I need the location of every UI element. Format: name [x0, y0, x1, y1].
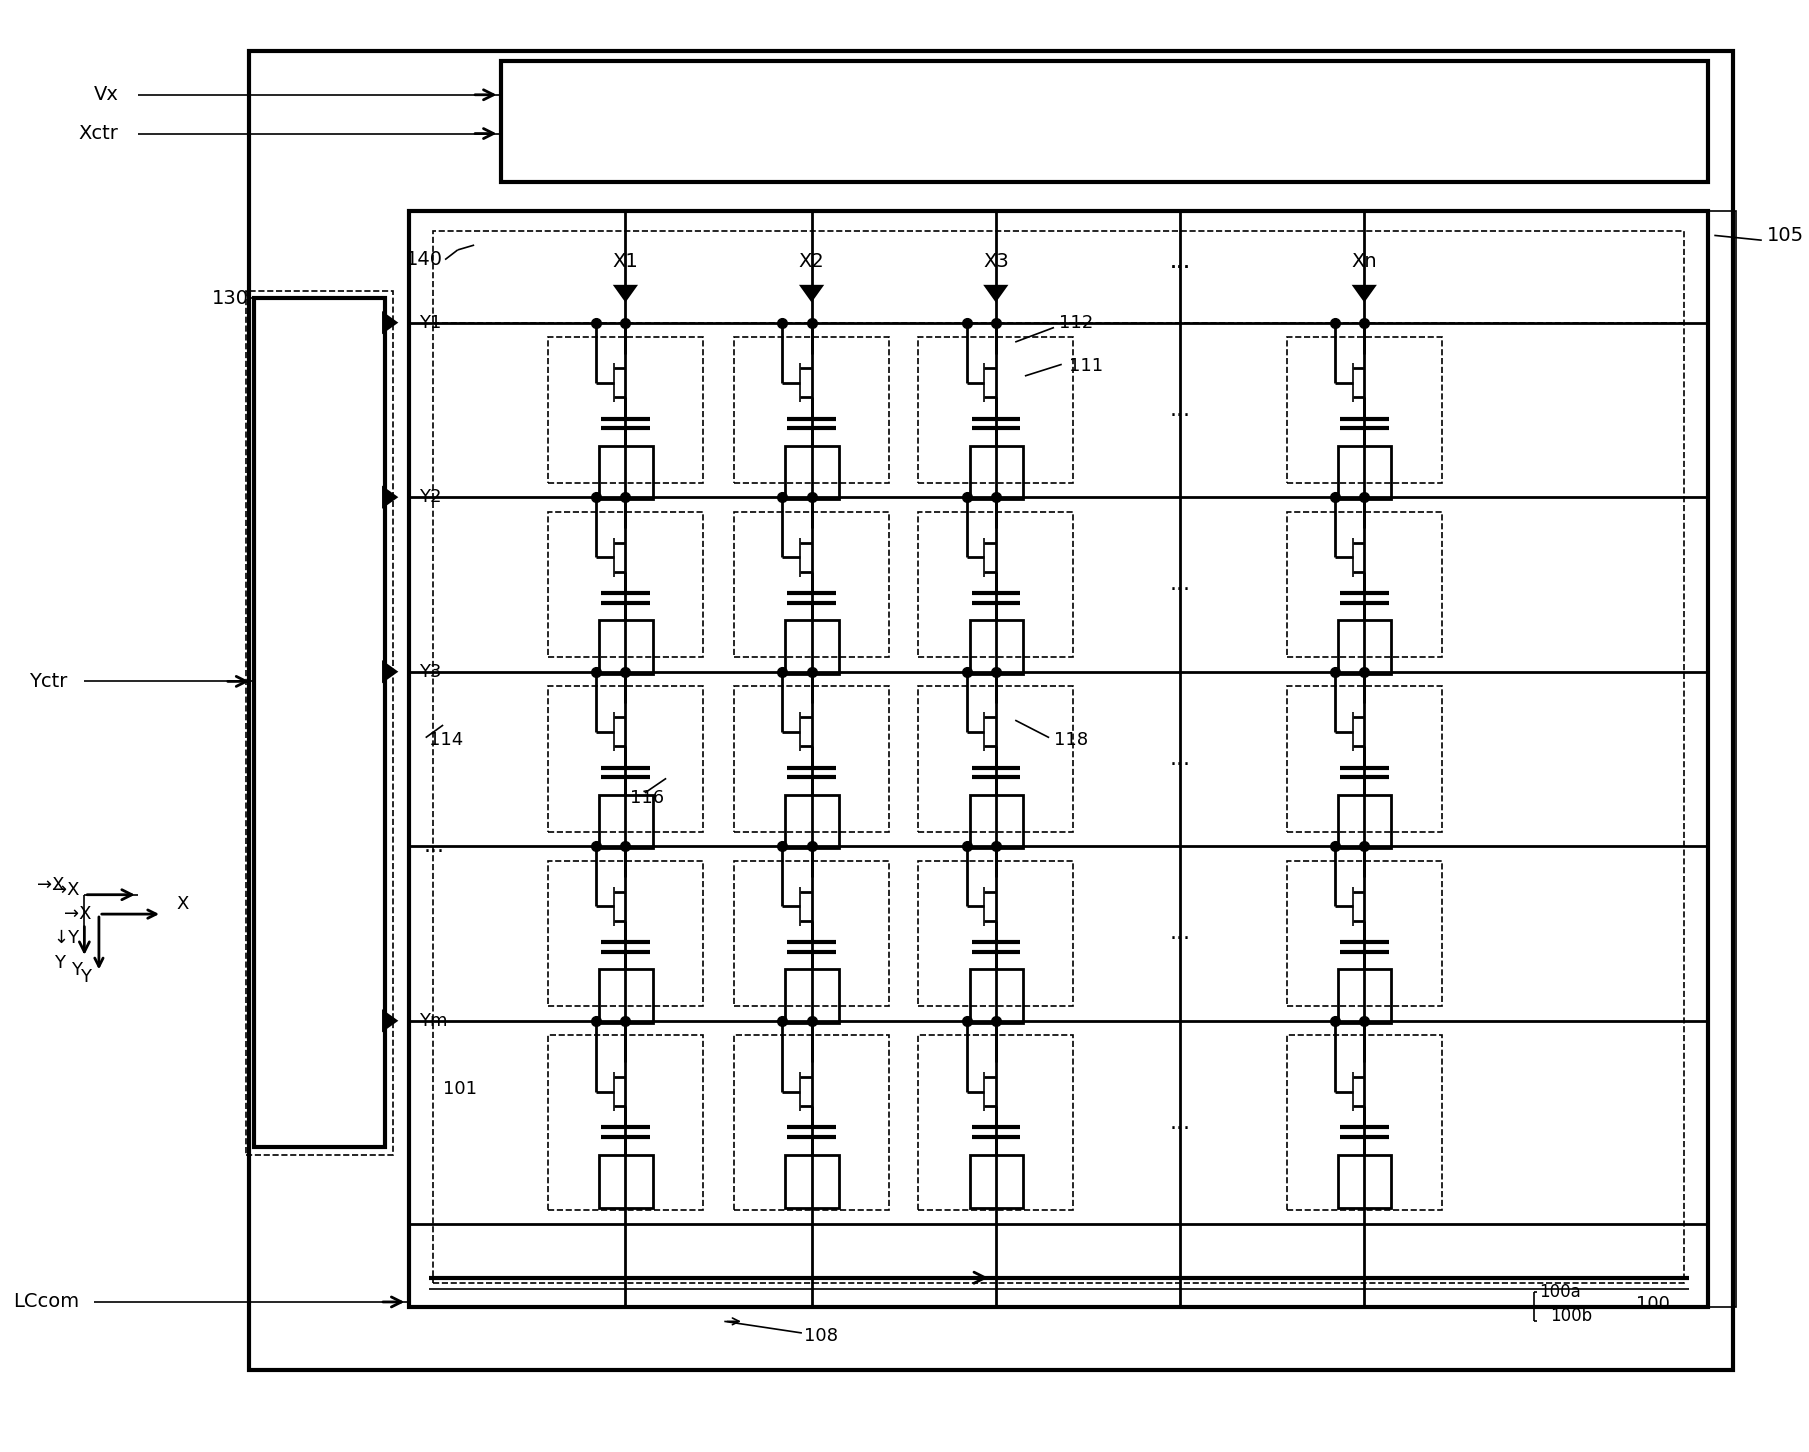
- Bar: [785, 1154, 839, 1208]
- Bar: [785, 970, 839, 1022]
- Text: 100a: 100a: [1539, 1284, 1581, 1301]
- Polygon shape: [613, 285, 639, 302]
- Bar: [734, 861, 890, 1006]
- Text: ↓Y: ↓Y: [54, 929, 80, 947]
- Text: Y: Y: [54, 954, 65, 971]
- Text: Xctr: Xctr: [78, 123, 118, 144]
- Text: ...: ...: [1170, 399, 1190, 420]
- Bar: [253, 299, 385, 1147]
- Text: ...: ...: [1170, 251, 1190, 272]
- Text: DATA LINE DRIVING CIRCUIT: DATA LINE DRIVING CIRCUIT: [886, 109, 1322, 136]
- Text: 101: 101: [443, 1080, 478, 1098]
- Bar: [1339, 446, 1391, 499]
- Bar: [919, 511, 1073, 658]
- Bar: [1286, 1035, 1442, 1210]
- Text: 140: 140: [407, 250, 443, 269]
- Text: Y3: Y3: [420, 662, 441, 681]
- Text: X3: X3: [982, 253, 1009, 272]
- Text: ...: ...: [1170, 923, 1190, 944]
- Text: ...: ...: [423, 836, 445, 857]
- Text: Y: Y: [71, 961, 83, 979]
- Text: Yctr: Yctr: [29, 672, 67, 691]
- Text: 100b: 100b: [1550, 1307, 1592, 1326]
- Polygon shape: [382, 485, 398, 508]
- Bar: [548, 861, 704, 1006]
- Text: ...: ...: [1170, 575, 1190, 594]
- Text: 118: 118: [1055, 730, 1089, 749]
- Bar: [1286, 511, 1442, 658]
- Text: 114: 114: [429, 730, 463, 749]
- Bar: [599, 620, 653, 674]
- Bar: [599, 1154, 653, 1208]
- Bar: [599, 446, 653, 499]
- Bar: [734, 1035, 890, 1210]
- Polygon shape: [1351, 285, 1377, 302]
- Bar: [970, 794, 1022, 848]
- Bar: [734, 337, 890, 482]
- Bar: [1708, 211, 1735, 1307]
- Text: Vx: Vx: [94, 86, 118, 105]
- Bar: [919, 687, 1073, 832]
- Bar: [548, 1035, 704, 1210]
- Bar: [734, 511, 890, 658]
- Bar: [501, 61, 1708, 182]
- Text: 100: 100: [1635, 1295, 1670, 1313]
- Bar: [919, 337, 1073, 482]
- Bar: [785, 620, 839, 674]
- Bar: [970, 1154, 1022, 1208]
- Polygon shape: [984, 285, 1008, 302]
- Bar: [1286, 861, 1442, 1006]
- Bar: [246, 290, 393, 1154]
- Bar: [970, 620, 1022, 674]
- Bar: [1339, 620, 1391, 674]
- Bar: [548, 687, 704, 832]
- Text: 130: 130: [212, 289, 250, 308]
- Text: →X: →X: [52, 881, 80, 899]
- Bar: [250, 51, 1733, 1369]
- Bar: [548, 337, 704, 482]
- Bar: [919, 1035, 1073, 1210]
- Polygon shape: [800, 285, 825, 302]
- Text: 112: 112: [1058, 314, 1093, 331]
- Text: SCANNING LINE DRIVING CIRCUIT: SCANNING LINE DRIVING CIRCUIT: [309, 566, 327, 878]
- Text: X1: X1: [613, 253, 639, 272]
- Bar: [1286, 687, 1442, 832]
- Text: Y: Y: [80, 968, 90, 986]
- Text: 108: 108: [805, 1327, 838, 1345]
- Bar: [548, 511, 704, 658]
- Text: Y2: Y2: [420, 488, 441, 507]
- Text: X2: X2: [800, 253, 825, 272]
- Bar: [970, 970, 1022, 1022]
- Text: 116: 116: [630, 788, 664, 807]
- Bar: [1339, 1154, 1391, 1208]
- Text: ...: ...: [1170, 749, 1190, 770]
- Polygon shape: [382, 661, 398, 684]
- Text: ...: ...: [1170, 1112, 1190, 1133]
- Text: Ym: Ym: [420, 1012, 447, 1029]
- Bar: [1339, 970, 1391, 1022]
- Text: 105: 105: [1767, 227, 1804, 245]
- Text: Y1: Y1: [420, 314, 441, 331]
- Bar: [970, 446, 1022, 499]
- Bar: [785, 794, 839, 848]
- Text: →X: →X: [38, 876, 65, 894]
- Text: LCcom: LCcom: [13, 1292, 80, 1311]
- Text: Xn: Xn: [1351, 253, 1377, 272]
- Bar: [785, 446, 839, 499]
- Bar: [409, 211, 1708, 1307]
- Text: ...: ...: [1170, 251, 1190, 272]
- Text: X: X: [177, 896, 188, 913]
- Bar: [434, 231, 1684, 1282]
- Polygon shape: [382, 1009, 398, 1032]
- Bar: [1339, 794, 1391, 848]
- Bar: [599, 794, 653, 848]
- Bar: [734, 687, 890, 832]
- Bar: [919, 861, 1073, 1006]
- Text: →X: →X: [63, 905, 90, 923]
- Bar: [599, 970, 653, 1022]
- Polygon shape: [382, 311, 398, 334]
- Bar: [1286, 337, 1442, 482]
- Text: 111: 111: [1069, 357, 1103, 375]
